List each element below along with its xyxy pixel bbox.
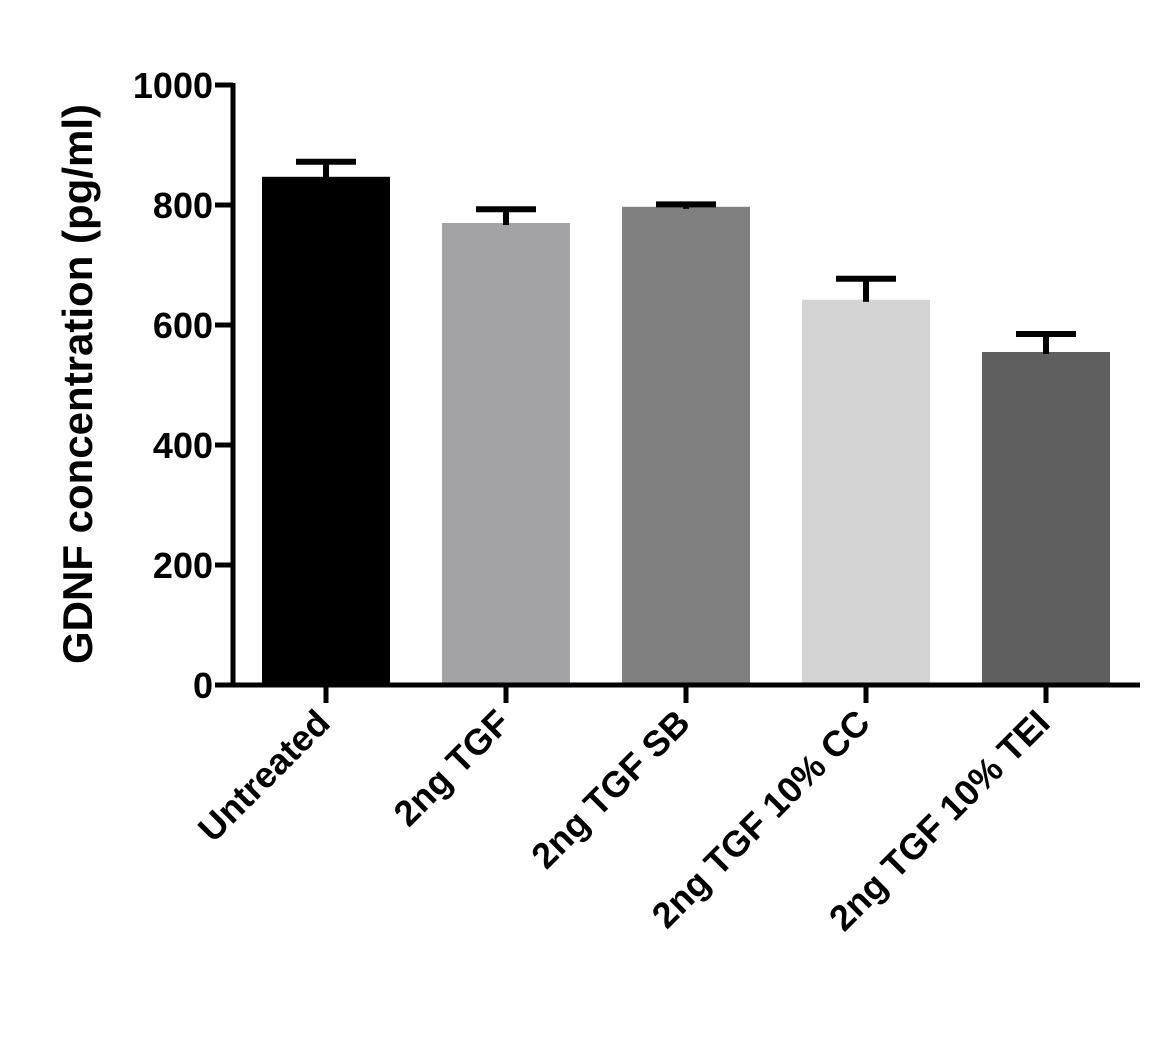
x-tick-label: 2ng TGF SB (523, 702, 698, 877)
y-axis-ticks: 0 200 400 600 800 1000 (133, 65, 233, 706)
y-axis-title: GDNF concentration (pg/ml) (54, 104, 101, 664)
bar (622, 206, 750, 686)
bar (802, 299, 930, 685)
bars (262, 176, 1110, 686)
error-bars (296, 158, 1076, 354)
y-tick-label: 800 (153, 185, 213, 226)
y-tick-label: 200 (153, 545, 213, 586)
y-tick-label: 0 (193, 665, 213, 706)
bar (262, 176, 390, 686)
y-tick-label: 400 (153, 425, 213, 466)
x-tick-label: Untreated (190, 702, 338, 850)
bar (442, 223, 570, 685)
y-tick-label: 600 (153, 305, 213, 346)
bar (982, 352, 1110, 685)
y-tick-label: 1000 (133, 65, 213, 106)
x-tick-label: 2ng TGF (385, 702, 517, 834)
